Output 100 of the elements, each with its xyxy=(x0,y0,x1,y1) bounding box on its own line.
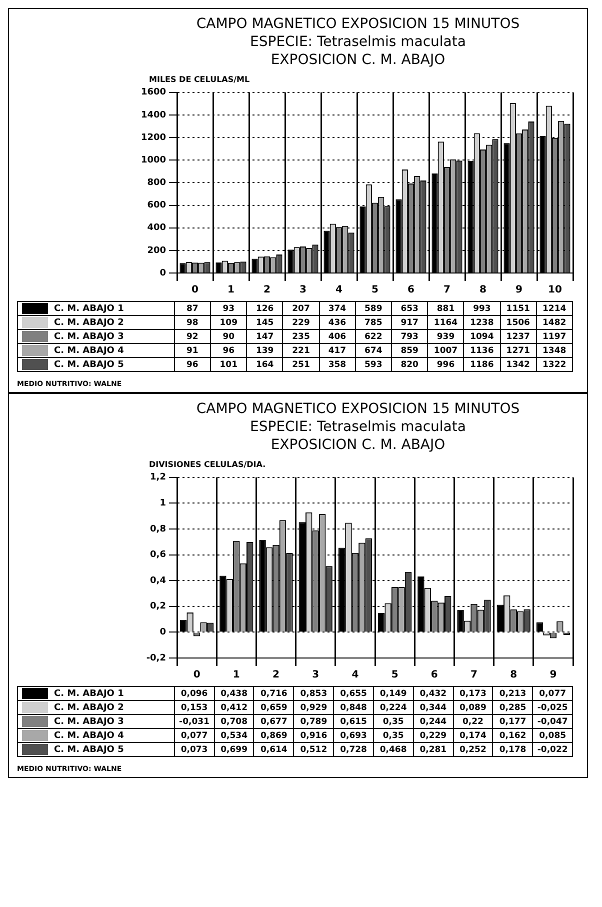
data-label: 1164 xyxy=(428,316,464,330)
data-label: 90 xyxy=(210,330,247,344)
data-label: 0,073 xyxy=(174,742,214,756)
data-label: 0,149 xyxy=(373,686,414,700)
x-tick-label: 10 xyxy=(548,284,562,296)
x-tick-label: 1 xyxy=(232,670,240,681)
x-tick-label: 8 xyxy=(480,284,487,296)
data-label: 374 xyxy=(319,302,356,316)
y-tick-label: 800 xyxy=(147,178,166,188)
data-label: 593 xyxy=(355,358,392,372)
data-label: -0,022 xyxy=(532,742,572,756)
data-label: 1197 xyxy=(536,330,572,344)
data-label: 1322 xyxy=(536,358,572,372)
data-label: 0,344 xyxy=(413,700,454,714)
legend-label: C. M. ABAJO 4 xyxy=(54,346,124,356)
data-label: 0,655 xyxy=(334,686,374,700)
data-label: 996 xyxy=(428,358,464,372)
y-tick-label: 0,2 xyxy=(150,602,166,612)
x-tick-label: 3 xyxy=(300,284,307,296)
data-label: 0,077 xyxy=(174,728,214,742)
y-tick-label: 0,4 xyxy=(150,576,166,586)
data-label: 0,916 xyxy=(294,728,334,742)
data-label: 0,085 xyxy=(532,728,572,742)
data-label: 0,728 xyxy=(334,742,374,756)
data-label: 251 xyxy=(282,358,320,372)
data-label: 1482 xyxy=(536,316,572,330)
legend-label: C. M. ABAJO 2 xyxy=(54,702,124,713)
y-tick-label: 1 xyxy=(160,498,166,509)
y-tick-label: 1400 xyxy=(140,110,166,120)
y-tick-label: 1000 xyxy=(140,155,166,166)
data-label: 917 xyxy=(391,316,428,330)
data-label: 0,693 xyxy=(334,728,374,742)
data-label: 164 xyxy=(246,358,283,372)
data-label: 0,929 xyxy=(294,700,334,714)
data-label: 126 xyxy=(246,302,283,316)
y-tick-label: 400 xyxy=(147,223,166,234)
legend-label: C. M. ABAJO 1 xyxy=(54,304,124,314)
y-tick-label: -0,2 xyxy=(146,653,166,664)
data-label: 0,677 xyxy=(254,714,294,728)
y-tick-label: 200 xyxy=(147,246,166,256)
data-label: 1186 xyxy=(464,358,500,372)
legend-label: C. M. ABAJO 5 xyxy=(54,744,124,755)
chart-title: CAMPO MAGNETICO EXPOSICION 15 MINUTOS xyxy=(195,15,521,33)
data-label: 0,438 xyxy=(214,686,254,700)
data-label: 87 xyxy=(174,302,211,316)
data-label: 1342 xyxy=(500,358,536,372)
data-label: 1151 xyxy=(500,302,536,316)
data-label: 0,096 xyxy=(174,686,214,700)
data-label: 1348 xyxy=(536,344,572,358)
data-label: 0,708 xyxy=(214,714,254,728)
y-axis-title: DIVISIONES CELULAS/DIA. xyxy=(149,460,267,469)
data-label: 993 xyxy=(464,302,500,316)
data-label: 0,077 xyxy=(532,686,572,700)
x-tick-label: 5 xyxy=(391,670,398,681)
data-label: 0,173 xyxy=(453,686,493,700)
y-tick-label: 0 xyxy=(160,628,166,638)
data-label: 147 xyxy=(246,330,283,344)
y-tick-label: 1,2 xyxy=(150,472,166,483)
data-label: 0,35 xyxy=(373,714,414,728)
x-tick-label: 2 xyxy=(272,670,280,681)
data-label: 235 xyxy=(282,330,320,344)
x-tick-label: 4 xyxy=(336,284,343,296)
x-tick-label: 6 xyxy=(430,670,438,681)
data-label: 436 xyxy=(319,316,356,330)
data-label: 221 xyxy=(282,344,320,358)
data-label: 417 xyxy=(319,344,356,358)
chart-subtitle: ESPECIE: Tetraselmis maculata EXPOSICION C. M. ABAJO xyxy=(249,33,467,69)
data-label: 0,512 xyxy=(294,742,334,756)
data-label: 406 xyxy=(319,330,356,344)
x-tick-label: 7 xyxy=(470,670,478,681)
x-tick-label: 6 xyxy=(408,284,415,296)
x-tick-label: 3 xyxy=(312,670,320,681)
data-label: 0,177 xyxy=(492,714,533,728)
x-tick-label: 5 xyxy=(372,284,379,296)
data-label: 101 xyxy=(210,358,247,372)
data-label: 0,412 xyxy=(214,700,254,714)
data-label: 0,534 xyxy=(214,728,254,742)
y-tick-label: 600 xyxy=(147,200,166,211)
data-label: 207 xyxy=(282,302,320,316)
data-label: 0,468 xyxy=(373,742,414,756)
x-tick-label: 0 xyxy=(193,670,200,681)
x-tick-label: 9 xyxy=(516,284,523,296)
data-label: 98 xyxy=(174,316,211,330)
x-tick-label: 7 xyxy=(444,284,451,296)
x-tick-label: 0 xyxy=(192,284,199,296)
data-label: 1094 xyxy=(464,330,500,344)
data-label: 1214 xyxy=(536,302,572,316)
x-tick-label: 8 xyxy=(510,670,518,681)
legend-label: C. M. ABAJO 4 xyxy=(54,730,124,741)
data-label: 0,281 xyxy=(413,742,454,756)
y-tick-label: 0,8 xyxy=(150,524,166,534)
data-label: 0,089 xyxy=(453,700,493,714)
data-label: 139 xyxy=(246,344,283,358)
data-label: 793 xyxy=(391,330,428,344)
data-label: -0,031 xyxy=(174,714,214,728)
x-tick-label: 4 xyxy=(352,670,359,681)
data-label: 229 xyxy=(282,316,320,330)
y-tick-label: 0,6 xyxy=(150,550,166,560)
data-label: 0,224 xyxy=(373,700,414,714)
data-label: 0,615 xyxy=(334,714,374,728)
